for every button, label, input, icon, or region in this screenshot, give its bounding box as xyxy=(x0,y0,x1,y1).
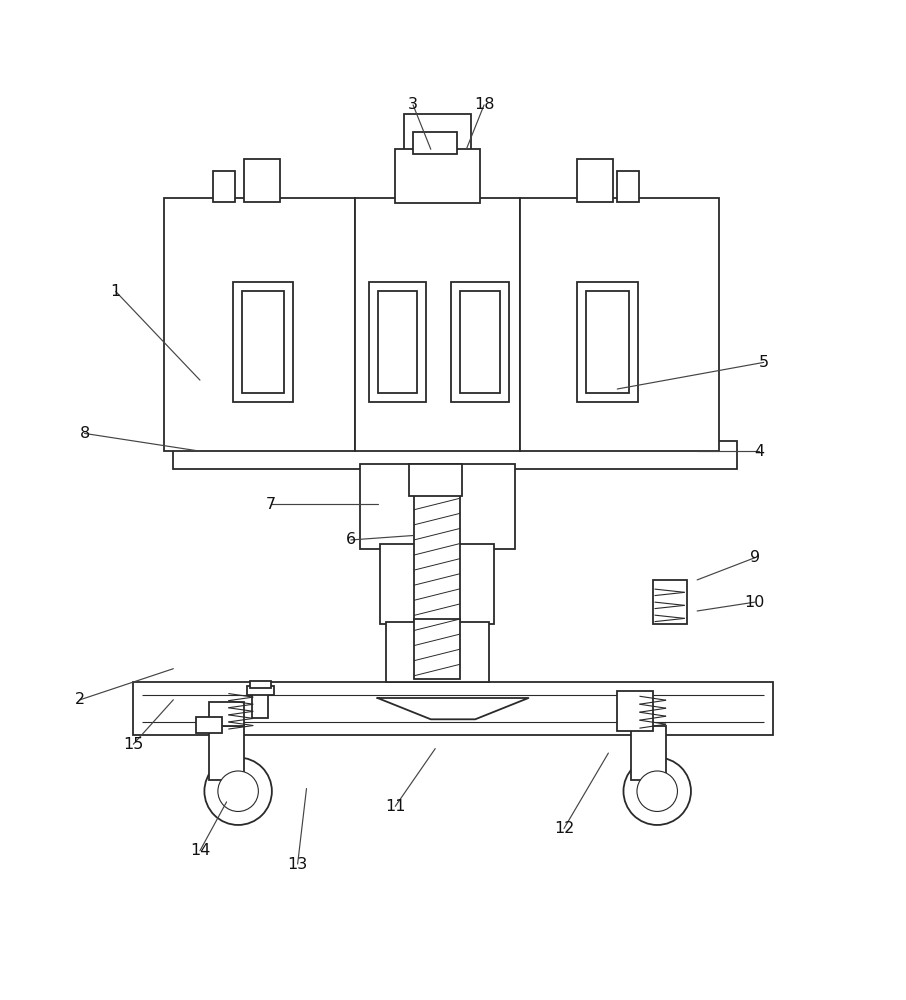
Circle shape xyxy=(217,771,258,811)
Bar xyxy=(617,171,640,202)
Bar xyxy=(577,159,612,202)
Text: 12: 12 xyxy=(554,821,574,836)
Bar xyxy=(414,480,460,620)
Bar xyxy=(165,198,355,451)
Bar xyxy=(404,114,471,704)
Bar xyxy=(519,198,719,451)
Bar xyxy=(208,726,245,780)
Text: 3: 3 xyxy=(408,97,418,112)
Bar xyxy=(381,544,494,624)
Bar xyxy=(413,132,458,154)
Bar xyxy=(233,282,294,402)
Bar xyxy=(360,464,516,549)
Bar xyxy=(378,291,418,393)
Bar xyxy=(355,198,520,451)
Bar xyxy=(586,291,629,393)
Bar xyxy=(247,686,274,695)
Bar xyxy=(245,159,280,202)
Bar xyxy=(250,681,271,688)
Bar xyxy=(253,693,268,718)
Bar xyxy=(414,619,460,679)
Text: 2: 2 xyxy=(75,692,85,707)
Bar xyxy=(369,282,427,402)
Text: 5: 5 xyxy=(758,355,769,370)
Text: 18: 18 xyxy=(474,97,495,112)
Text: 11: 11 xyxy=(385,799,406,814)
Text: 13: 13 xyxy=(287,857,308,872)
Bar xyxy=(617,691,652,731)
Bar xyxy=(133,682,773,735)
Bar xyxy=(460,291,500,393)
Bar xyxy=(213,171,236,202)
Bar xyxy=(409,464,462,496)
Bar xyxy=(395,149,479,203)
Bar xyxy=(652,580,687,624)
Bar xyxy=(173,441,737,469)
Bar xyxy=(631,726,666,780)
Text: 1: 1 xyxy=(111,284,120,299)
Bar xyxy=(451,282,509,402)
Bar xyxy=(386,622,488,682)
Text: 10: 10 xyxy=(745,595,765,610)
Circle shape xyxy=(637,771,678,811)
Polygon shape xyxy=(378,698,528,719)
Text: 15: 15 xyxy=(123,737,143,752)
Text: 6: 6 xyxy=(346,532,356,547)
Bar xyxy=(208,702,245,726)
Circle shape xyxy=(623,757,691,825)
Text: 14: 14 xyxy=(189,843,210,858)
Text: 8: 8 xyxy=(80,426,90,441)
Circle shape xyxy=(205,757,272,825)
Text: 4: 4 xyxy=(755,444,765,459)
Bar xyxy=(577,282,638,402)
Text: 9: 9 xyxy=(750,550,760,565)
Text: 7: 7 xyxy=(266,497,276,512)
Bar xyxy=(196,717,222,733)
Bar xyxy=(242,291,284,393)
